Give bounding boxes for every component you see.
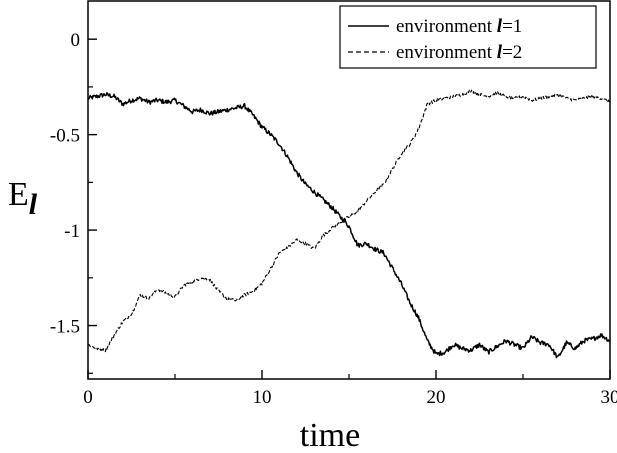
x-axis-label: time	[300, 417, 360, 453]
series-line-1	[87, 92, 611, 359]
y-tick-label: -1	[64, 221, 80, 242]
legend-label-series-1: environment l=1	[396, 16, 522, 37]
x-tick-label: 20	[427, 387, 446, 408]
x-tick-label: 30	[601, 387, 617, 408]
y-tick-label: -0.5	[50, 126, 80, 147]
x-tick-label: 0	[83, 387, 93, 408]
series-line-2	[87, 89, 611, 353]
y-axis-label: El	[8, 176, 38, 221]
y-axis-ticks: 0 -0.5 -1 -1.5	[50, 30, 97, 374]
x-axis-ticks: 0 10 20 30	[83, 370, 617, 408]
legend: environment l=1 environment l=2	[339, 5, 597, 69]
y-tick-label: 0	[71, 30, 81, 51]
y-tick-label: -1.5	[50, 317, 80, 338]
legend-box	[339, 5, 597, 69]
x-tick-label: 10	[253, 387, 272, 408]
legend-label-series-2: environment l=2	[396, 42, 522, 63]
series-layer	[87, 89, 611, 359]
